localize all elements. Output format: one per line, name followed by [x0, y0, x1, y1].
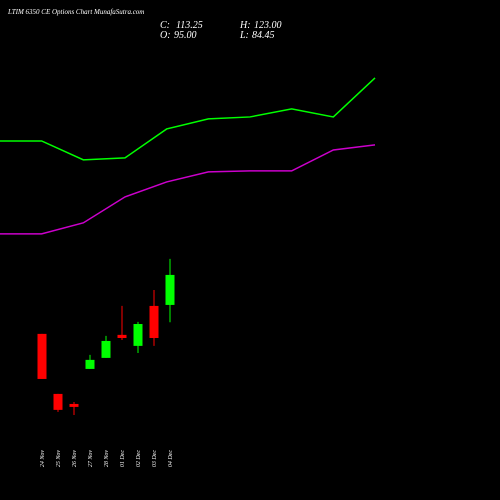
chart-title: LTIM 6350 CE Options Chart MunafaSutra.c…	[7, 8, 144, 16]
ohlc-label: H:	[239, 20, 251, 31]
candle-body	[149, 305, 159, 338]
candle-body	[101, 340, 111, 358]
ohlc-label: O:	[160, 30, 171, 41]
ohlc-value: 123.00	[254, 20, 282, 31]
x-tick-label: 26 Nov	[72, 450, 78, 468]
ohlc-value: 95.00	[174, 30, 197, 41]
x-tick-label: 04 Dec	[167, 450, 174, 467]
candle-body	[165, 274, 175, 305]
candle-body	[85, 359, 95, 369]
indicator-line	[0, 77, 376, 161]
ohlc-label: C:	[160, 20, 170, 31]
x-tick-label: 02 Dec	[136, 450, 142, 467]
candle-body	[69, 403, 79, 407]
x-tick-label: 28 Nov	[104, 450, 110, 468]
candle-body	[53, 393, 63, 410]
x-tick-label: 27 Nov	[88, 450, 94, 468]
x-tick-label: 24 Nov	[39, 450, 46, 468]
x-tick-label: 03 Dec	[152, 450, 158, 467]
indicator-line	[0, 144, 376, 235]
ohlc-value: 84.45	[252, 30, 275, 41]
candle-body	[133, 324, 143, 346]
candle-body	[37, 333, 47, 379]
x-tick-label: 01 Dec	[120, 450, 126, 467]
x-tick-label: 25 Nov	[56, 450, 62, 468]
ohlc-label: L:	[239, 30, 249, 41]
candle-body	[117, 334, 127, 338]
ohlc-value: 113.25	[176, 20, 203, 31]
